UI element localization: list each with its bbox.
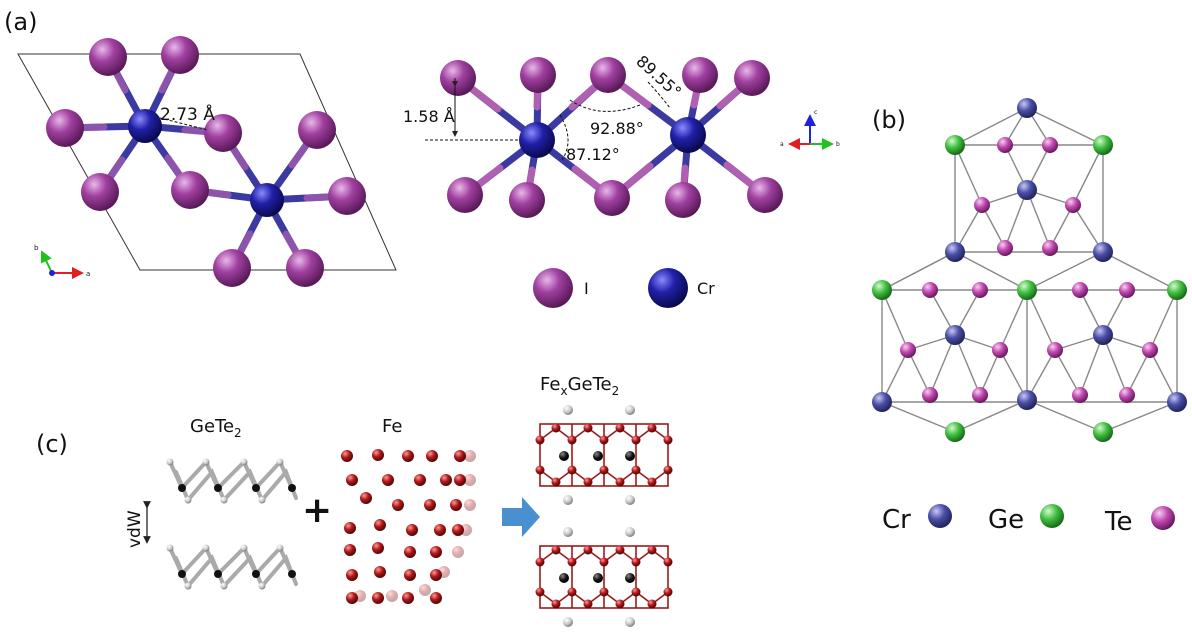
ge-atoms [872,135,1187,442]
bond-length-label: 2.73 Å [160,103,215,125]
cgt-lattice-lines [881,107,1178,433]
legend-iodine-label: I [584,279,589,298]
cr-atoms [872,98,1187,412]
panel-a-label: (a) [4,8,37,36]
axes-indicator-right: c a b [780,109,840,150]
fe-title: Fe [382,416,402,437]
axis-c-label: c [814,109,817,116]
axis-b-label: b [34,244,39,252]
angle-87-label: 87.12° [566,145,620,164]
legend-a: I Cr [533,268,715,308]
legend-ge-swatch [1040,504,1064,528]
legend-iodine-swatch [533,268,573,308]
legend-chromium-label: Cr [697,279,715,298]
legend-cr-label: Cr [882,505,911,535]
legend-b: Cr Ge Te [882,504,1175,537]
panel-c: (c) GeTe2 Fe FexGeTe2 [36,374,673,627]
legend-chromium-swatch [648,268,688,308]
side-annotations [425,78,671,161]
legend-te-label: Te [1104,507,1132,537]
chromium-atoms-top [128,109,284,217]
iodine-atoms-top [46,36,366,287]
axis-a-label: a [86,270,90,278]
legend-ge-label: Ge [988,505,1024,535]
cri3-top-bond-halves [61,51,351,272]
gete2-title: GeTe2 [190,416,242,440]
te-atoms [900,137,1158,403]
fexgete2-structure [535,405,673,627]
gete2-structure [166,458,298,590]
panel-c-label: (c) [36,430,68,458]
cri3-top-bonds [61,51,351,272]
iodine-atoms-side [440,57,783,218]
bond-length-marker [159,117,209,131]
height-label: 1.58 Å [403,107,455,126]
axis-a2-label: a [780,141,784,148]
panel-b-label: (b) [872,106,906,134]
legend-cr-swatch [928,504,952,528]
legend-te-swatch [1151,506,1175,530]
angle-92-label: 92.88° [590,119,644,138]
fexgete2-title: FexGeTe2 [540,374,619,398]
fe-atom-array [341,449,476,604]
plus-sign: + [302,490,332,531]
panel-a: (a) [4,8,840,308]
axis-b2-label: b [836,141,840,148]
unit-cell-outline [17,53,397,271]
transformation-arrow [502,497,540,537]
vdw-label: vdW [125,510,145,548]
chromium-atoms-side [519,117,706,158]
axes-indicator-left: a b [34,244,90,279]
panel-b: (b) [872,98,1187,537]
